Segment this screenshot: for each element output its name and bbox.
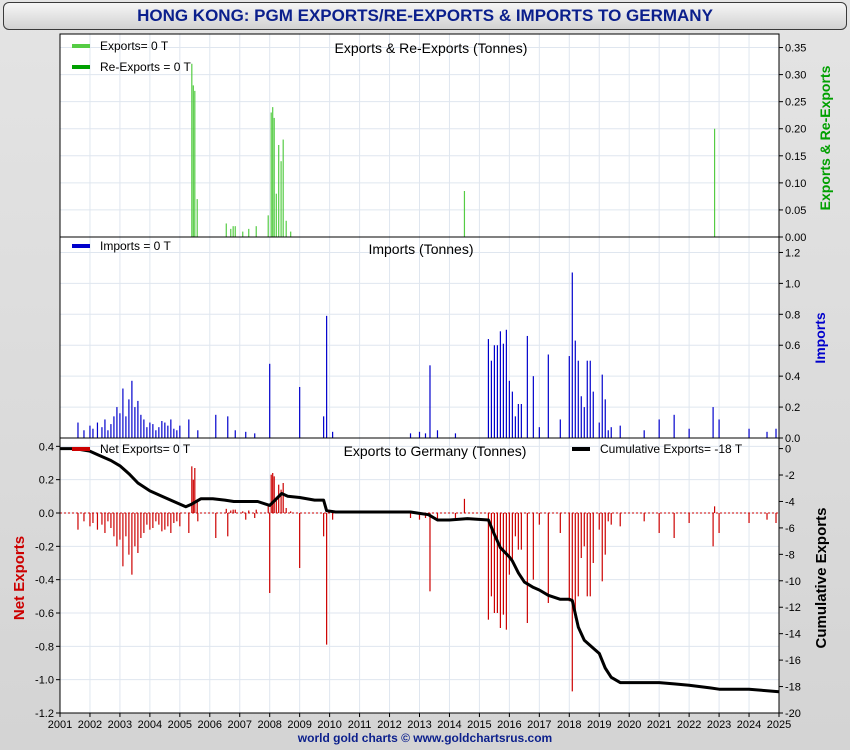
y-tick-label: 0.00	[785, 232, 806, 244]
y2-tick-label: -4	[785, 496, 795, 508]
x-tick-label: 2009	[287, 719, 311, 731]
y-tick-label: 0.30	[785, 70, 806, 82]
y2-tick-label: -16	[785, 655, 801, 667]
page-title: HONG KONG: PGM EXPORTS/RE-EXPORTS & IMPO…	[3, 2, 847, 30]
y-tick-label: 0.20	[785, 124, 806, 136]
y-tick-label: 0.35	[785, 43, 806, 55]
x-tick-label: 2012	[377, 719, 401, 731]
panel-1-title: Exports & Re-Exports (Tonnes)	[335, 40, 528, 56]
x-tick-label: 2020	[617, 719, 641, 731]
y-tick-label: 0.15	[785, 151, 806, 163]
y-tick-label: 0.4	[39, 441, 54, 453]
legend-net-label: Net Exports= 0 T	[100, 442, 191, 456]
x-tick-label: 2013	[407, 719, 431, 731]
y2-tick-label: 0	[785, 444, 791, 456]
y-tick-label: -0.4	[35, 575, 54, 587]
x-tick-label: 2001	[48, 719, 72, 731]
x-tick-label: 2005	[168, 719, 192, 731]
x-tick-label: 2024	[737, 719, 761, 731]
x-tick-label: 2007	[228, 719, 252, 731]
y-tick-label: 0.2	[39, 475, 54, 487]
x-tick-label: 2014	[437, 719, 461, 731]
y2-tick-label: -10	[785, 576, 801, 588]
y-tick-label: 1.2	[785, 247, 800, 259]
y-tick-label: 0.6	[785, 340, 800, 352]
x-tick-label: 2003	[108, 719, 132, 731]
x-tick-label: 2006	[198, 719, 222, 731]
x-tick-label: 2021	[647, 719, 671, 731]
x-tick-label: 2022	[677, 719, 701, 731]
legend-reexports-label: Re-Exports = 0 T	[100, 60, 191, 74]
y2-tick-label: -8	[785, 549, 795, 561]
y-tick-label: 0.8	[785, 309, 800, 321]
legend-net-swatch	[72, 447, 90, 451]
y-tick-label: -0.2	[35, 541, 54, 553]
x-tick-label: 2002	[78, 719, 102, 731]
y-tick-label: -1.2	[35, 708, 54, 720]
panel-3-border	[59, 437, 780, 714]
legend-reexports-swatch	[72, 65, 90, 69]
footer-credit: world gold charts © www.goldchartsrus.co…	[297, 731, 553, 745]
legend-cumulative-swatch	[572, 447, 590, 451]
y-axis-label-cumulative: Cumulative Exports	[813, 508, 830, 649]
x-tick-label: 2025	[767, 719, 791, 731]
panel-3-title: Exports to Germany (Tonnes)	[344, 443, 527, 459]
x-tick-label: 2017	[527, 719, 551, 731]
y-tick-label: 0.4	[785, 371, 800, 383]
legend-exports-label: Exports= 0 T	[100, 39, 169, 53]
y2-tick-label: -18	[785, 682, 801, 694]
y-tick-label: 1.0	[785, 278, 800, 290]
x-tick-label: 2008	[257, 719, 281, 731]
y-axis-label-imports: Imports	[812, 312, 828, 364]
x-tick-label: 2010	[317, 719, 341, 731]
x-tick-label: 2004	[138, 719, 162, 731]
y-tick-label: 0.25	[785, 97, 806, 109]
x-tick-label: 2015	[467, 719, 491, 731]
legend-imports-swatch	[72, 244, 90, 248]
y2-tick-label: -12	[785, 602, 801, 614]
x-tick-label: 2019	[587, 719, 611, 731]
y-tick-label: 0.0	[39, 508, 54, 520]
y-tick-label: -1.0	[35, 675, 54, 687]
y-tick-label: -0.8	[35, 641, 54, 653]
y-tick-label: 0.10	[785, 178, 806, 190]
y2-tick-label: -14	[785, 629, 801, 641]
x-tick-label: 2011	[348, 719, 372, 731]
y-axis-label-exports: Exports & Re-Exports	[817, 65, 833, 210]
legend-cumulative-label: Cumulative Exports= -18 T	[600, 442, 743, 456]
y-tick-label: 0.2	[785, 402, 800, 414]
legend-imports-label: Imports = 0 T	[100, 239, 171, 253]
y2-tick-label: -6	[785, 523, 795, 535]
legend-exports-swatch	[72, 44, 90, 48]
y2-tick-label: -2	[785, 470, 795, 482]
y-tick-label: 0.0	[785, 433, 800, 445]
y-tick-label: -0.6	[35, 608, 54, 620]
x-tick-label: 2018	[557, 719, 581, 731]
x-tick-label: 2023	[707, 719, 731, 731]
y-axis-label-net: Net Exports	[11, 536, 28, 620]
panel-2-title: Imports (Tonnes)	[368, 241, 473, 257]
y-tick-label: 0.05	[785, 205, 806, 217]
y2-tick-label: -20	[785, 708, 801, 720]
cumulative-exports-line	[60, 447, 780, 694]
x-tick-label: 2016	[497, 719, 521, 731]
